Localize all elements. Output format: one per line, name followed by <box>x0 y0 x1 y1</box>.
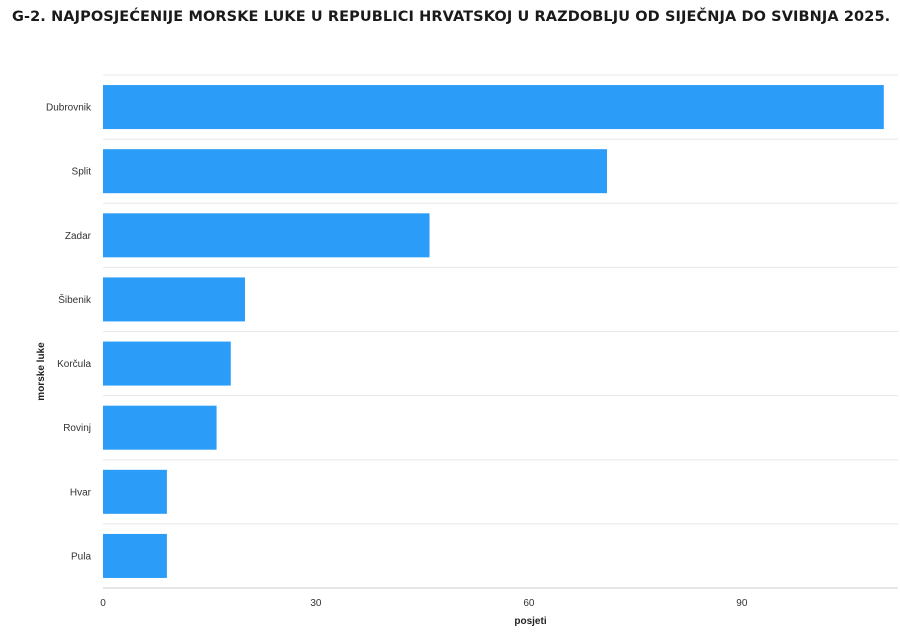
chart-title: G-2. NAJPOSJEĆENIJE MORSKE LUKE U REPUBL… <box>12 9 891 25</box>
category-label: Pula <box>71 551 91 562</box>
x-tick-label: 0 <box>100 598 106 609</box>
bar-pula[interactable] <box>103 533 167 578</box>
x-tick-label: 30 <box>310 598 322 609</box>
bar-rovinj[interactable] <box>103 405 217 450</box>
bar-dubrovnik[interactable] <box>103 85 884 130</box>
bar-split[interactable] <box>103 149 607 194</box>
x-tick-labels: 0 30 60 90 <box>100 598 748 609</box>
x-axis-title: posjeti <box>514 616 546 627</box>
x-tick-label: 90 <box>736 598 748 609</box>
category-label: Šibenik <box>58 293 92 306</box>
bar-šibenik[interactable] <box>103 277 245 322</box>
category-label: Zadar <box>65 231 92 242</box>
x-tick-label: 60 <box>523 598 535 609</box>
category-labels: Dubrovnik Split Zadar Šibenik Korčula Rovinj H… <box>46 103 92 563</box>
bar-zadar[interactable] <box>103 213 430 258</box>
y-axis-title: morske luke <box>36 342 47 401</box>
category-label: Korčula <box>57 359 91 370</box>
bar-korčula[interactable] <box>103 341 231 386</box>
bars <box>103 85 884 578</box>
bar-hvar[interactable] <box>103 469 167 514</box>
category-label: Split <box>72 167 92 178</box>
category-label: Hvar <box>70 487 92 498</box>
category-label: Rovinj <box>63 423 91 434</box>
category-label: Dubrovnik <box>46 103 92 114</box>
